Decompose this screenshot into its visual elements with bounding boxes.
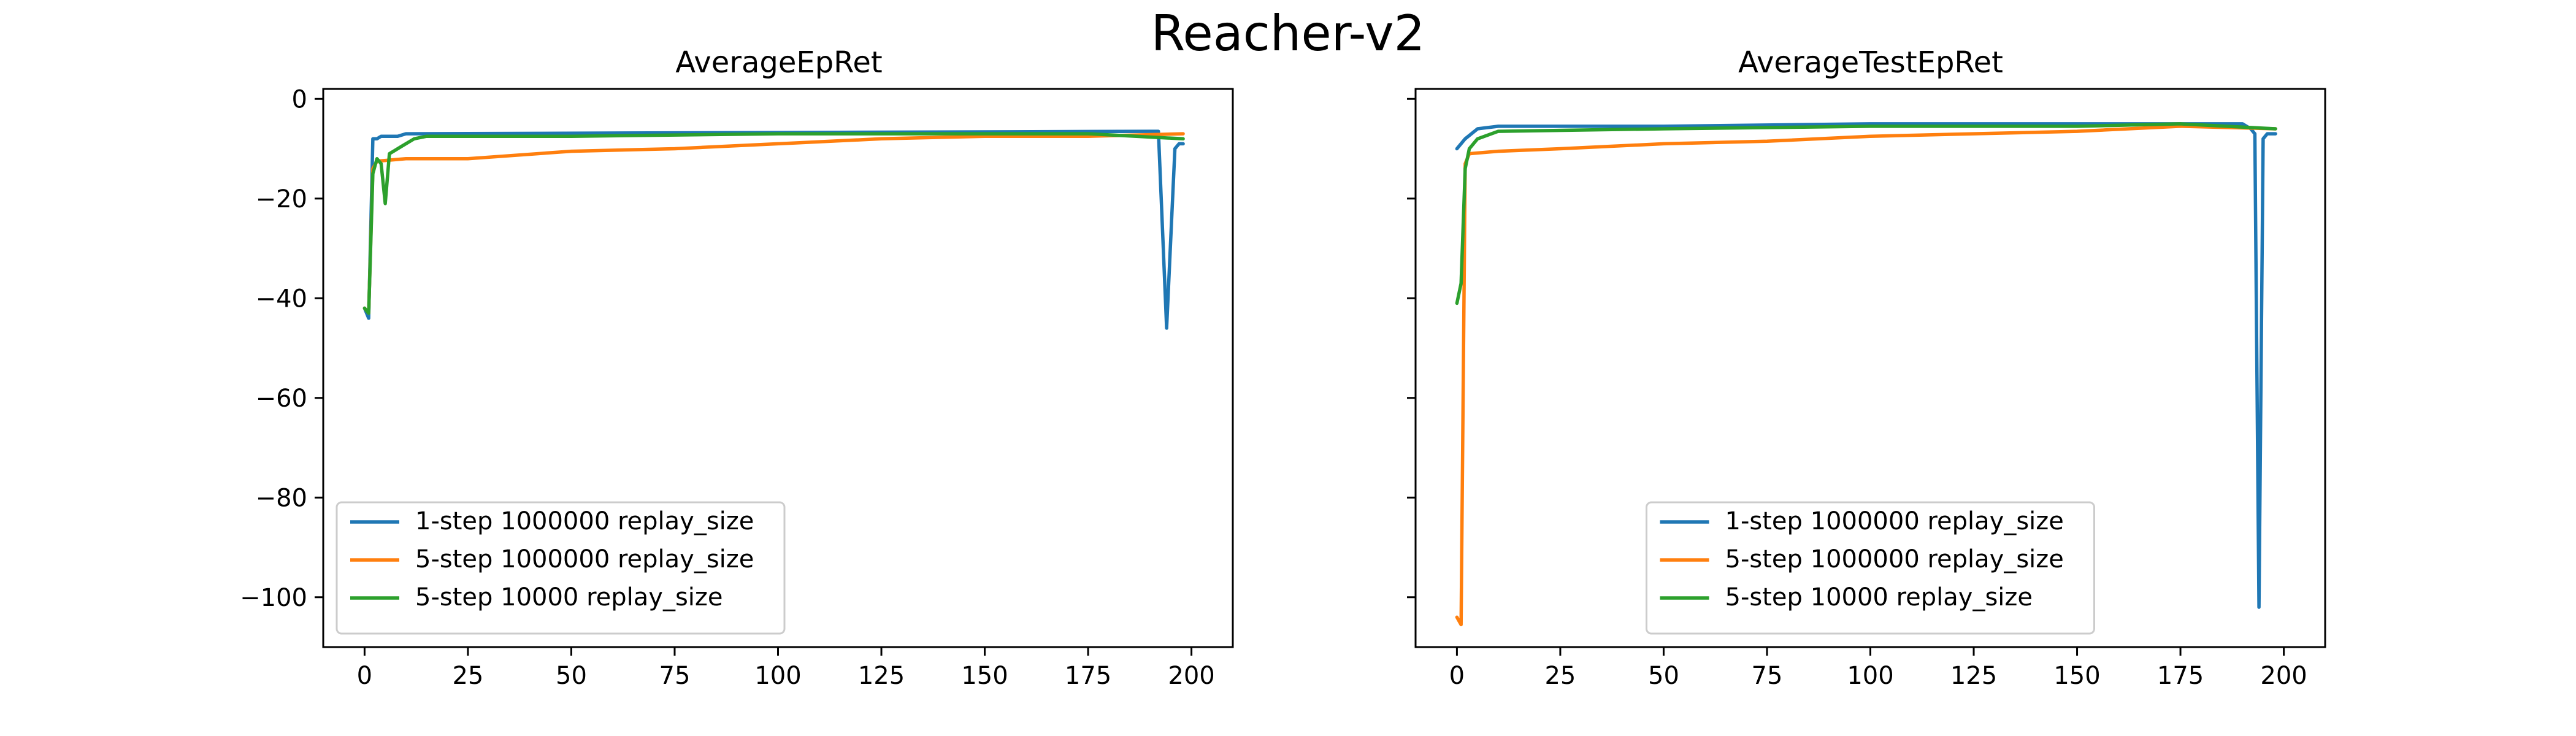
legend-label: 5-step 1000000 replay_size [415, 545, 754, 573]
legend-label: 5-step 1000000 replay_size [1725, 545, 2064, 573]
axes-frame [1414, 88, 2326, 648]
y-tick-label: −100 [240, 584, 307, 612]
y-tick-label: −40 [256, 285, 307, 313]
series-line-2 [1455, 122, 2277, 305]
y-tick-label: −60 [256, 385, 307, 413]
chart-average-test-ep-ret: AverageTestEpRet 0 25 50 75 100 125 150 175 200 … [1407, 45, 2326, 690]
legend-label: 1-step 1000000 replay_size [415, 507, 754, 535]
x-tick-label: 50 [556, 662, 587, 690]
y-tick-label: −80 [256, 484, 307, 512]
x-tick-label: 25 [452, 662, 483, 690]
axes-ticks: 0 25 50 75 100 125 150 175 200 [1407, 98, 2307, 690]
series-line-2 [362, 132, 1185, 315]
legend-box [335, 501, 786, 635]
legend-label: 5-step 10000 replay_size [1725, 583, 2033, 611]
x-tick-label: 200 [1168, 662, 1214, 690]
axes-frame [322, 88, 1234, 648]
y-tick-label: 0 [292, 85, 307, 113]
x-tick-label: 100 [1847, 662, 1893, 690]
x-tick-label: 150 [961, 662, 1008, 690]
legend-label: 5-step 10000 replay_size [415, 583, 723, 611]
figure-suptitle: Reacher-v2 [1151, 5, 1425, 62]
series-line-0 [362, 129, 1185, 330]
legend-label: 1-step 1000000 replay_size [1725, 507, 2064, 535]
x-tick-label: 50 [1648, 662, 1679, 690]
x-tick-label: 75 [1752, 662, 1783, 690]
x-tick-label: 0 [1449, 662, 1465, 690]
chart-average-ep-ret: AverageEpRet 0 25 50 75 100 125 150 175 200 0 −20 −… [240, 45, 1234, 690]
legend-box [1646, 501, 2095, 635]
x-tick-label: 150 [2053, 662, 2100, 690]
x-tick-label: 125 [858, 662, 905, 690]
chart-title: AverageEpRet [675, 45, 882, 80]
x-tick-label: 200 [2260, 662, 2307, 690]
x-tick-label: 175 [1065, 662, 1111, 690]
x-tick-label: 125 [1950, 662, 1997, 690]
x-tick-label: 100 [754, 662, 801, 690]
x-tick-label: 75 [659, 662, 691, 690]
y-tick-label: −20 [256, 185, 307, 213]
chart-title: AverageTestEpRet [1738, 45, 2003, 80]
plot-lines [1455, 122, 2277, 627]
plot-lines [362, 129, 1185, 330]
axes-ticks: 0 25 50 75 100 125 150 175 200 0 −20 −40 −60 −80 −100 [240, 85, 1215, 690]
x-tick-label: 25 [1544, 662, 1576, 690]
legend: 1-step 1000000 replay_size 5-step 1000000… [1646, 501, 2095, 635]
legend: 1-step 1000000 replay_size 5-step 1000000… [335, 501, 786, 635]
x-tick-label: 0 [357, 662, 372, 690]
x-tick-label: 175 [2157, 662, 2204, 690]
